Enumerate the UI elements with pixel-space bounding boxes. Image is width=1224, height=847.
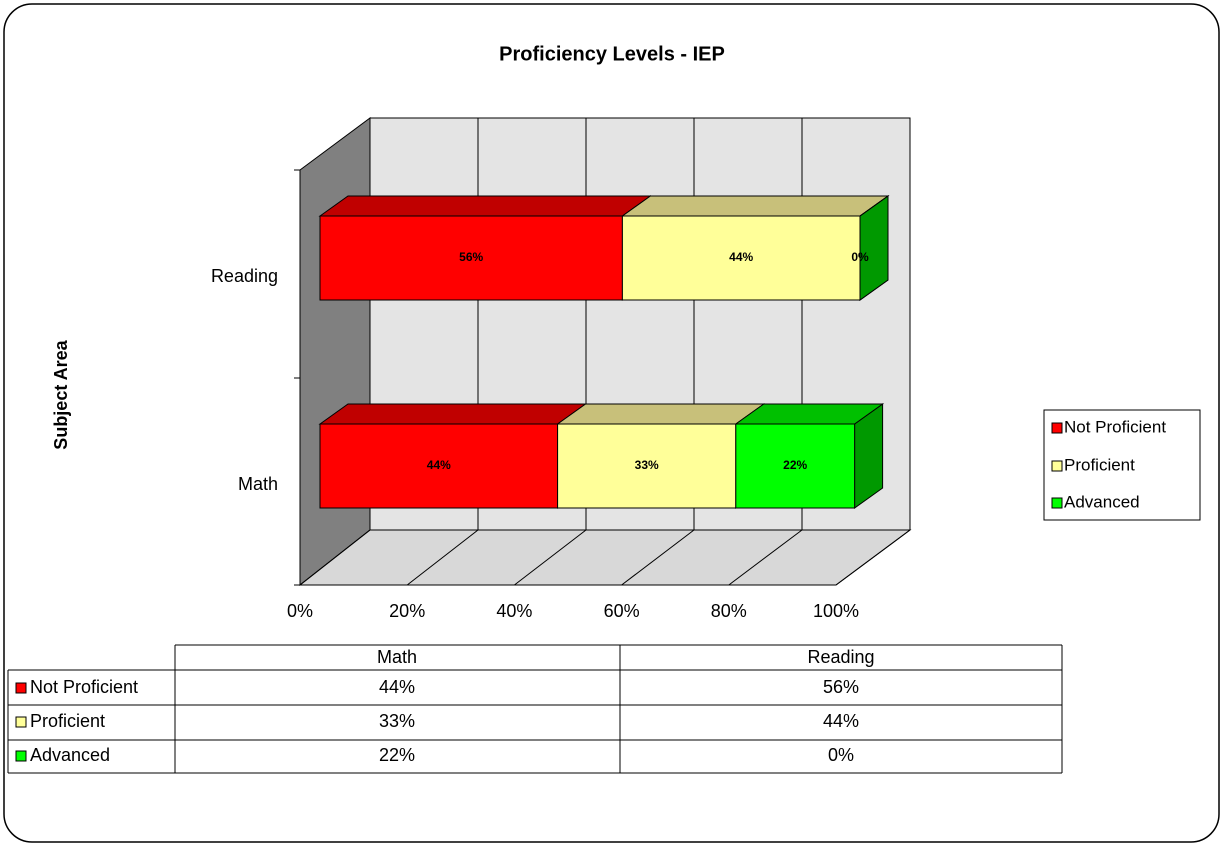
table-row-label: Not Proficient — [30, 677, 138, 697]
chart-title: Proficiency Levels - IEP — [499, 43, 725, 65]
bar-front — [319, 423, 559, 509]
table-row-label: Proficient — [30, 711, 105, 731]
table-cell: 56% — [823, 677, 859, 697]
bar-front — [735, 423, 856, 509]
x-tick-label: 0% — [287, 601, 313, 621]
bar-front — [319, 215, 623, 301]
x-tick-label: 60% — [604, 601, 640, 621]
grid-line — [406, 529, 479, 586]
legend-swatch — [1051, 422, 1063, 434]
bar — [620, 195, 890, 301]
x-tick-label: 100% — [813, 601, 859, 621]
table-header: Reading — [807, 647, 874, 667]
legend-label: Proficient — [1064, 455, 1135, 474]
legend-swatch — [1051, 460, 1063, 472]
legend-label: Advanced — [1064, 492, 1140, 511]
table-cell: 0% — [828, 745, 854, 765]
y-tick-label: Reading — [211, 266, 278, 286]
legend-label: Not Proficient — [1064, 417, 1166, 436]
table-row-label: Advanced — [30, 745, 110, 765]
table-cell: 44% — [823, 711, 859, 731]
bar-top — [859, 195, 889, 217]
data-label: 44% — [427, 458, 451, 472]
x-tick-label: 40% — [496, 601, 532, 621]
table-cell: 33% — [379, 711, 415, 731]
grid-line — [835, 529, 911, 586]
y-tick-label: Math — [238, 474, 278, 494]
table-swatch — [15, 716, 27, 728]
bar-top — [318, 195, 652, 217]
floor — [298, 529, 912, 586]
bar-top — [620, 195, 890, 217]
bar-top — [318, 403, 588, 425]
data-label: 22% — [783, 458, 807, 472]
bar — [859, 195, 889, 301]
grid-line — [299, 529, 371, 586]
bar — [556, 403, 766, 509]
data-label: 33% — [635, 458, 659, 472]
bar — [318, 403, 588, 509]
grid-line — [621, 529, 695, 586]
table-swatch — [15, 682, 27, 694]
y-axis-label: Subject Area — [51, 339, 71, 449]
bar — [734, 403, 885, 509]
bar — [318, 195, 652, 301]
table-header: Math — [377, 647, 417, 667]
x-tick-label: 20% — [389, 601, 425, 621]
table-cell: 22% — [379, 745, 415, 765]
data-label: 0% — [851, 250, 869, 264]
table-swatch — [15, 750, 27, 762]
legend-swatch — [1051, 497, 1063, 509]
bar-front — [621, 215, 861, 301]
grid-line — [514, 529, 587, 586]
table-cell: 44% — [379, 677, 415, 697]
x-tick-label: 80% — [711, 601, 747, 621]
bar-top — [556, 403, 766, 425]
bar-front — [557, 423, 737, 509]
legend — [1043, 409, 1201, 521]
grid-line — [728, 529, 803, 586]
side-wall — [299, 117, 371, 587]
data-label: 56% — [459, 250, 483, 264]
data-label: 44% — [729, 250, 753, 264]
